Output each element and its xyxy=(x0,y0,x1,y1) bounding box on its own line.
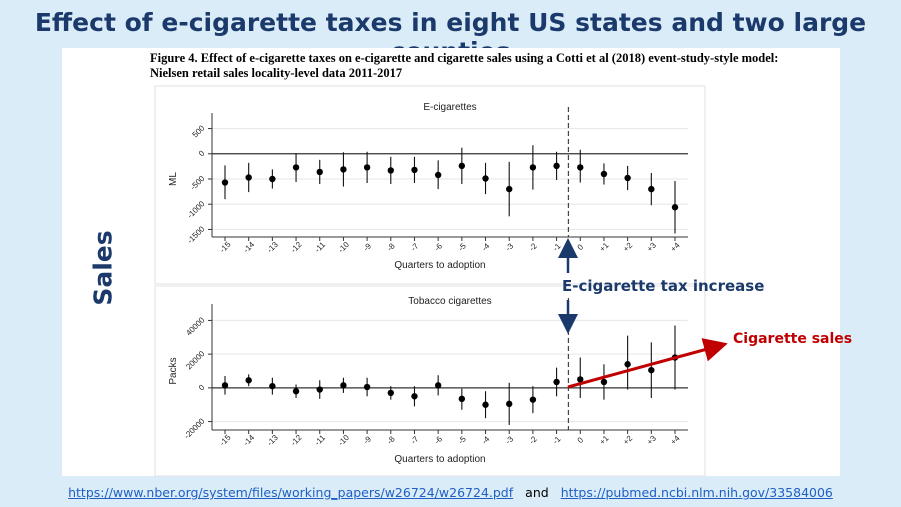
data-point xyxy=(434,171,442,179)
x-tick-label: -1 xyxy=(551,241,563,253)
y-axis-label: Packs xyxy=(168,357,179,384)
cigarette-sales-label: Cigarette sales xyxy=(733,331,852,347)
cigarette-sales-trend-arrow xyxy=(567,338,728,389)
data-point xyxy=(648,366,655,374)
subplot-title: Tobacco cigarettes xyxy=(408,296,491,307)
y-tick-label: 0 xyxy=(197,383,207,393)
figure-caption: Figure 4. Effect of e-cigarette taxes on… xyxy=(150,51,779,80)
subplot-title: E-cigarettes xyxy=(423,102,476,113)
data-point xyxy=(529,164,537,171)
data-point xyxy=(553,162,560,170)
x-tick-label: -5 xyxy=(456,241,468,253)
x-tick-label: -4 xyxy=(480,434,492,446)
data-point xyxy=(245,377,252,384)
nber-paper-link[interactable]: https://www.nber.org/system/files/workin… xyxy=(68,485,514,500)
data-point xyxy=(648,185,655,193)
x-tick-label: -6 xyxy=(433,434,445,446)
data-point xyxy=(506,400,513,408)
data-point xyxy=(340,166,347,173)
data-point xyxy=(245,174,252,181)
x-axis-label: Quarters to adoption xyxy=(394,260,485,271)
x-tick-label: -9 xyxy=(362,434,374,446)
x-tick-label: -8 xyxy=(385,241,397,253)
data-point xyxy=(292,164,300,171)
data-point xyxy=(482,401,489,408)
data-point xyxy=(269,382,276,390)
x-tick-label: -3 xyxy=(504,434,516,446)
subplot-background xyxy=(154,285,706,477)
x-tick-label: -7 xyxy=(409,241,421,253)
data-point xyxy=(387,389,394,397)
data-point xyxy=(600,378,608,386)
tax-increase-label: E-cigarette tax increase xyxy=(562,277,764,295)
data-point xyxy=(363,383,371,391)
x-tick-label: -6 xyxy=(433,241,445,253)
data-point xyxy=(411,166,418,174)
data-point xyxy=(292,388,300,395)
x-tick-label: 0 xyxy=(576,435,586,445)
annotation-layer: E-cigarette tax increase Cigarette sales xyxy=(558,238,852,389)
x-tick-label: -7 xyxy=(409,434,421,446)
data-point xyxy=(529,396,537,403)
x-tick-label: -2 xyxy=(527,241,539,253)
data-point xyxy=(316,168,323,176)
data-point xyxy=(624,361,631,368)
pubmed-link[interactable]: https://pubmed.ncbi.nlm.nih.gov/33584006 xyxy=(560,485,833,500)
x-tick-label: -8 xyxy=(385,434,397,446)
x-tick-label: -2 xyxy=(527,434,539,446)
data-point xyxy=(434,382,442,389)
data-point xyxy=(387,167,394,174)
subplot-background xyxy=(154,85,706,285)
data-point xyxy=(221,179,229,186)
data-point xyxy=(458,395,466,403)
x-tick-label: -4 xyxy=(480,241,492,253)
data-point xyxy=(340,382,347,389)
data-point xyxy=(577,376,584,383)
data-point xyxy=(411,393,418,400)
data-point xyxy=(458,162,466,170)
data-point xyxy=(624,174,631,182)
y-axis-label: ML xyxy=(168,172,179,186)
data-point xyxy=(577,164,584,171)
footer-and: and xyxy=(525,485,549,500)
data-point xyxy=(506,185,513,193)
y-tick-label: 0 xyxy=(197,148,207,158)
x-tick-label: 0 xyxy=(576,242,586,252)
data-point xyxy=(482,175,489,182)
data-point xyxy=(316,386,323,393)
x-tick-label: -3 xyxy=(504,241,516,253)
data-point xyxy=(600,170,608,178)
data-point xyxy=(553,378,560,386)
data-point xyxy=(671,204,679,211)
data-point xyxy=(269,175,276,183)
footer-links: https://www.nber.org/system/files/workin… xyxy=(0,485,901,500)
x-tick-label: -9 xyxy=(362,241,374,253)
data-point xyxy=(363,164,371,171)
x-tick-label: -5 xyxy=(456,434,468,446)
tobacco-subplot: Tobacco cigarettes40000200000-20000Packs… xyxy=(154,285,706,477)
x-tick-label: -1 xyxy=(551,434,563,446)
data-point xyxy=(221,382,229,389)
x-axis-label: Quarters to adoption xyxy=(394,454,485,465)
